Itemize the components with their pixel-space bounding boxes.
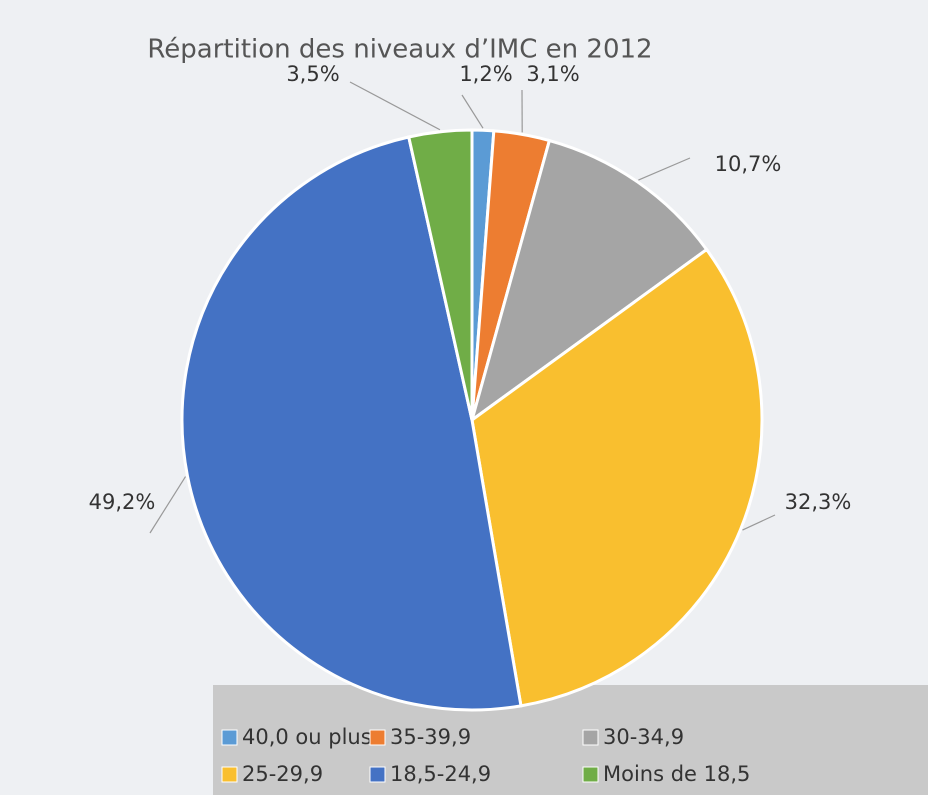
data-label: 32,3% bbox=[785, 490, 852, 514]
data-label: 1,2% bbox=[459, 62, 512, 86]
chart-title: Répartition des niveaux d’IMC en 2012 bbox=[147, 35, 652, 65]
pie-slice bbox=[469, 138, 709, 424]
legend-label: 40,0 ou plus bbox=[242, 725, 372, 749]
pie-slice bbox=[180, 135, 523, 712]
data-label: 3,1% bbox=[526, 62, 579, 86]
legend-swatch bbox=[369, 729, 386, 746]
data-label: 49,2% bbox=[89, 490, 156, 514]
legend-label: 30-34,9 bbox=[603, 725, 684, 749]
legend-swatch bbox=[582, 766, 599, 783]
legend-swatch bbox=[221, 766, 238, 783]
legend-label: 18,5-24,9 bbox=[390, 762, 491, 786]
leader-line bbox=[742, 514, 776, 531]
leader-line bbox=[349, 81, 441, 131]
data-label: 10,7% bbox=[715, 152, 782, 176]
legend-label: Moins de 18,5 bbox=[603, 762, 750, 786]
leader-line bbox=[461, 94, 484, 129]
legend-box bbox=[213, 685, 928, 795]
pie-slice bbox=[406, 128, 474, 421]
legend-swatch bbox=[369, 766, 386, 783]
leader-line bbox=[149, 476, 187, 534]
data-label: 3,5% bbox=[286, 62, 339, 86]
leader-line bbox=[638, 157, 691, 181]
legend-swatch bbox=[582, 729, 599, 746]
legend-label: 25-29,9 bbox=[242, 762, 323, 786]
pie-slice bbox=[470, 247, 764, 708]
legend-swatch bbox=[221, 729, 238, 746]
legend-label: 35-39,9 bbox=[390, 725, 471, 749]
